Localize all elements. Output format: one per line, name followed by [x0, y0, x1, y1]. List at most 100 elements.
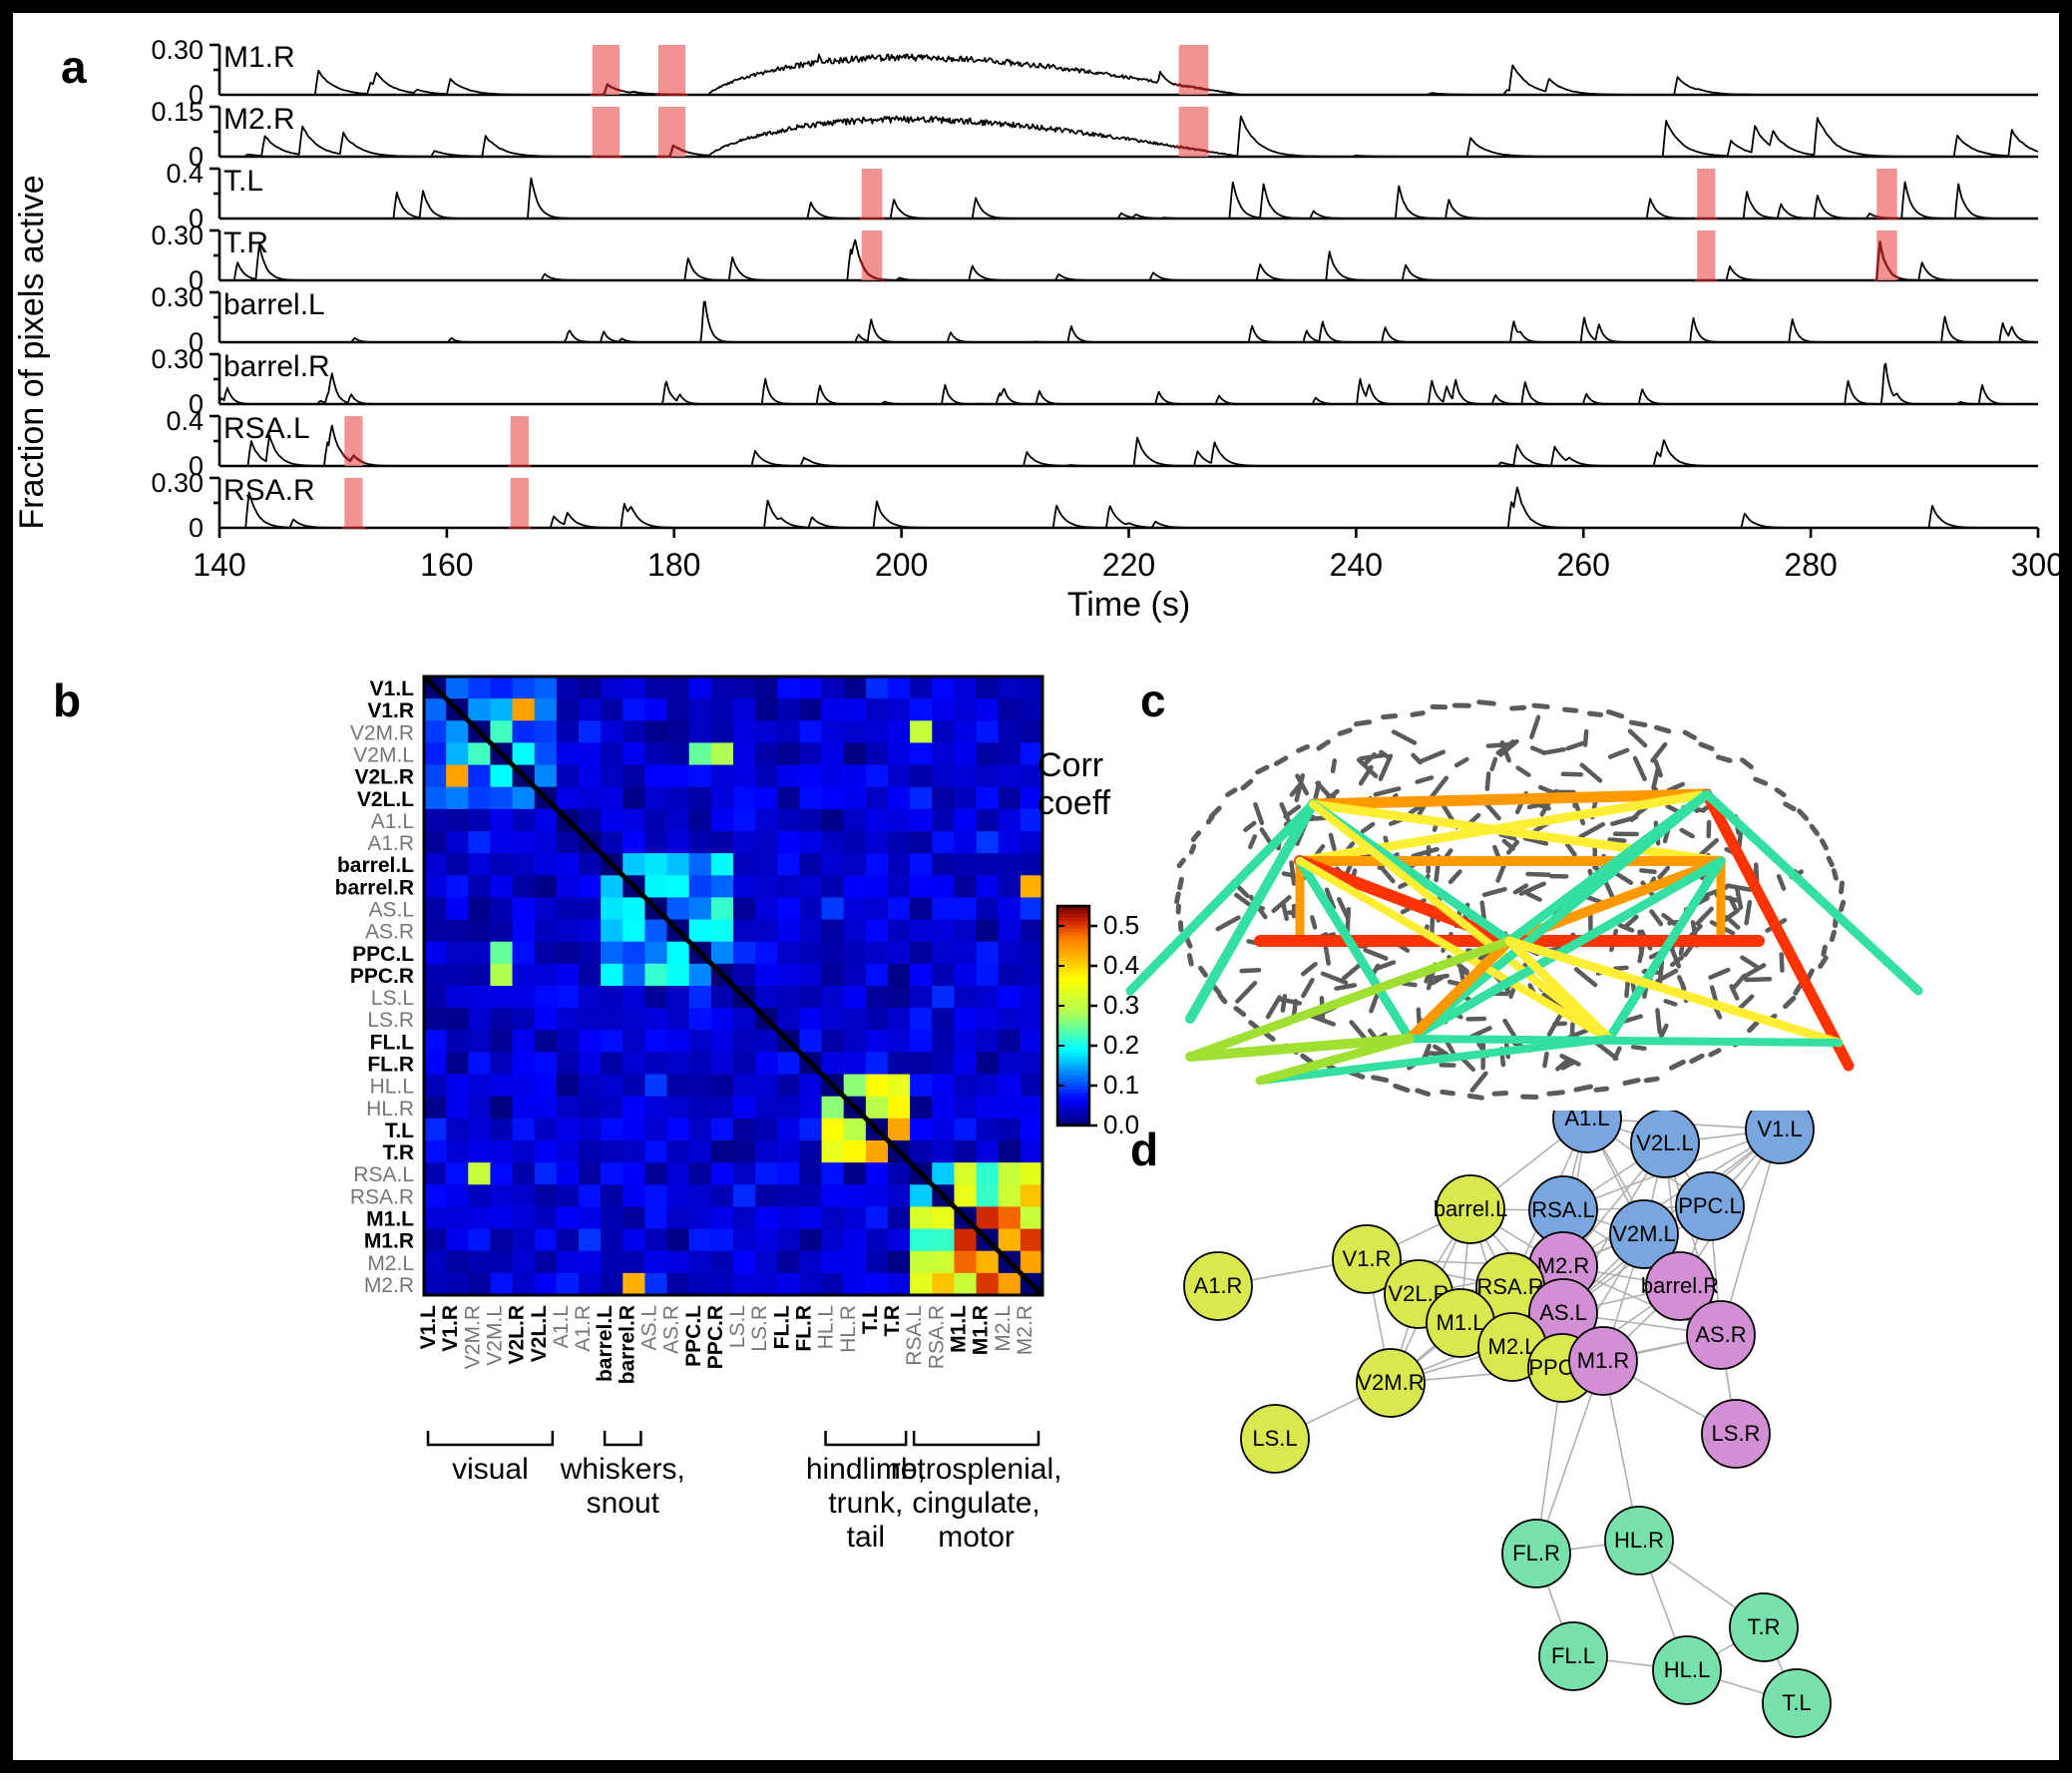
svg-text:PPC.R: PPC.R: [704, 1305, 727, 1369]
svg-text:RSA.L: RSA.L: [353, 1163, 414, 1186]
svg-text:V2L.R: V2L.R: [354, 766, 414, 789]
svg-text:V2M.R: V2M.R: [461, 1305, 484, 1369]
svg-text:a: a: [61, 41, 87, 93]
svg-text:tail: tail: [847, 1521, 885, 1554]
svg-text:AS.L: AS.L: [638, 1305, 661, 1351]
svg-text:cingulate,: cingulate,: [912, 1487, 1039, 1520]
svg-text:AS.R: AS.R: [660, 1305, 683, 1354]
svg-text:snout: snout: [587, 1487, 660, 1520]
svg-text:barrel.L: barrel.L: [223, 288, 325, 321]
svg-text:T.R: T.R: [881, 1305, 904, 1337]
svg-text:A1.R: A1.R: [367, 832, 414, 855]
svg-text:M2.R: M2.R: [364, 1274, 414, 1297]
svg-text:barrel.R: barrel.R: [616, 1305, 638, 1384]
svg-text:160: 160: [420, 547, 473, 583]
svg-text:0.30: 0.30: [151, 282, 204, 312]
svg-text:Time (s): Time (s): [1067, 586, 1190, 624]
svg-text:FL.L: FL.L: [770, 1305, 793, 1349]
svg-text:M1.L: M1.L: [948, 1305, 971, 1353]
svg-text:HL.L: HL.L: [370, 1076, 414, 1099]
svg-text:motor: motor: [938, 1521, 1015, 1554]
svg-text:barrel.L: barrel.L: [337, 854, 414, 877]
svg-text:V2L.L: V2L.L: [1636, 1130, 1694, 1155]
svg-text:300: 300: [2011, 547, 2064, 583]
svg-text:0.30: 0.30: [151, 35, 204, 65]
svg-text:LS.L: LS.L: [371, 987, 414, 1010]
svg-text:FL.R: FL.R: [367, 1054, 414, 1077]
svg-text:V1.L: V1.L: [1757, 1117, 1802, 1141]
svg-text:barrel.L: barrel.L: [1434, 1196, 1508, 1221]
svg-text:V1.L: V1.L: [417, 1305, 440, 1350]
svg-text:Corr: Corr: [1037, 746, 1103, 784]
svg-text:T.R: T.R: [383, 1141, 415, 1164]
svg-text:LS.L: LS.L: [726, 1305, 749, 1348]
svg-text:PPC.L: PPC.L: [352, 943, 414, 966]
svg-text:0.4: 0.4: [166, 159, 204, 189]
svg-text:barrel.R: barrel.R: [1641, 1273, 1719, 1298]
svg-text:RSA.R: RSA.R: [350, 1185, 414, 1208]
svg-text:HL.L: HL.L: [1664, 1657, 1710, 1682]
svg-text:retrosplenial,: retrosplenial,: [891, 1453, 1062, 1486]
svg-text:V2L.R: V2L.R: [506, 1305, 529, 1365]
svg-text:M1.L: M1.L: [366, 1208, 414, 1231]
svg-text:M1.R: M1.R: [364, 1230, 414, 1253]
svg-text:A1.R: A1.R: [1194, 1273, 1243, 1298]
svg-text:barrel.L: barrel.L: [594, 1305, 617, 1382]
svg-text:A1.L: A1.L: [371, 810, 414, 833]
svg-text:0.15: 0.15: [151, 97, 204, 127]
svg-text:PPC.R: PPC.R: [350, 965, 414, 988]
svg-text:T.R: T.R: [1748, 1614, 1781, 1639]
svg-text:A1.L: A1.L: [550, 1305, 573, 1348]
svg-text:260: 260: [1557, 547, 1610, 583]
svg-text:T.L: T.L: [385, 1119, 414, 1142]
svg-text:b: b: [53, 674, 81, 726]
svg-text:LS.R: LS.R: [367, 1009, 414, 1032]
svg-text:M1.R: M1.R: [223, 41, 295, 74]
svg-text:0.30: 0.30: [151, 468, 204, 498]
svg-text:AS.R: AS.R: [365, 921, 414, 944]
svg-text:Fraction of pixels active: Fraction of pixels active: [13, 175, 51, 529]
svg-text:LS.L: LS.L: [1252, 1426, 1297, 1451]
svg-text:coeff: coeff: [1037, 784, 1111, 822]
svg-text:visual: visual: [452, 1453, 529, 1486]
svg-text:hindlimb,: hindlimb,: [806, 1453, 926, 1486]
svg-text:AS.L: AS.L: [368, 899, 414, 922]
svg-text:barrel.R: barrel.R: [223, 350, 330, 383]
svg-text:M2.L: M2.L: [367, 1252, 414, 1275]
svg-text:FL.R: FL.R: [793, 1305, 816, 1352]
svg-text:HL.L: HL.L: [815, 1305, 838, 1349]
svg-text:V2M.R: V2M.R: [350, 721, 414, 744]
svg-text:280: 280: [1784, 547, 1837, 583]
svg-text:140: 140: [193, 547, 245, 583]
svg-text:FL.L: FL.L: [1551, 1643, 1595, 1668]
svg-text:AS.L: AS.L: [1539, 1300, 1587, 1325]
svg-text:V2M.L: V2M.L: [353, 744, 414, 767]
svg-text:0.30: 0.30: [151, 344, 204, 374]
svg-text:FL.L: FL.L: [370, 1031, 414, 1054]
svg-text:V2M.R: V2M.R: [1357, 1370, 1424, 1395]
svg-text:AS.R: AS.R: [1695, 1322, 1746, 1347]
svg-text:0.30: 0.30: [151, 221, 204, 250]
svg-text:HL.R: HL.R: [837, 1305, 860, 1353]
svg-text:V2M.L: V2M.L: [484, 1305, 507, 1366]
svg-text:V1.L: V1.L: [370, 677, 415, 700]
svg-text:T.L: T.L: [223, 165, 263, 198]
svg-text:M1.R: M1.R: [1577, 1348, 1630, 1373]
svg-text:RSA.L: RSA.L: [903, 1305, 926, 1366]
svg-text:trunk,: trunk,: [828, 1487, 903, 1520]
svg-text:A1.L: A1.L: [1564, 1111, 1609, 1130]
svg-text:RSA.R: RSA.R: [925, 1305, 948, 1369]
svg-text:0: 0: [189, 513, 204, 543]
svg-text:LS.R: LS.R: [748, 1305, 771, 1352]
svg-text:PPC.L: PPC.L: [682, 1305, 705, 1367]
svg-text:T.L: T.L: [1782, 1690, 1811, 1715]
svg-text:0.4: 0.4: [166, 406, 204, 436]
svg-text:240: 240: [1330, 547, 1383, 583]
svg-text:V1.R: V1.R: [367, 699, 414, 722]
svg-text:M2.R: M2.R: [1537, 1253, 1590, 1278]
svg-text:HL.R: HL.R: [1614, 1528, 1664, 1553]
svg-text:V2L.L: V2L.L: [528, 1305, 551, 1362]
svg-text:c: c: [1140, 674, 1166, 726]
svg-text:M1.R: M1.R: [970, 1305, 993, 1355]
svg-text:LS.R: LS.R: [1712, 1421, 1761, 1446]
